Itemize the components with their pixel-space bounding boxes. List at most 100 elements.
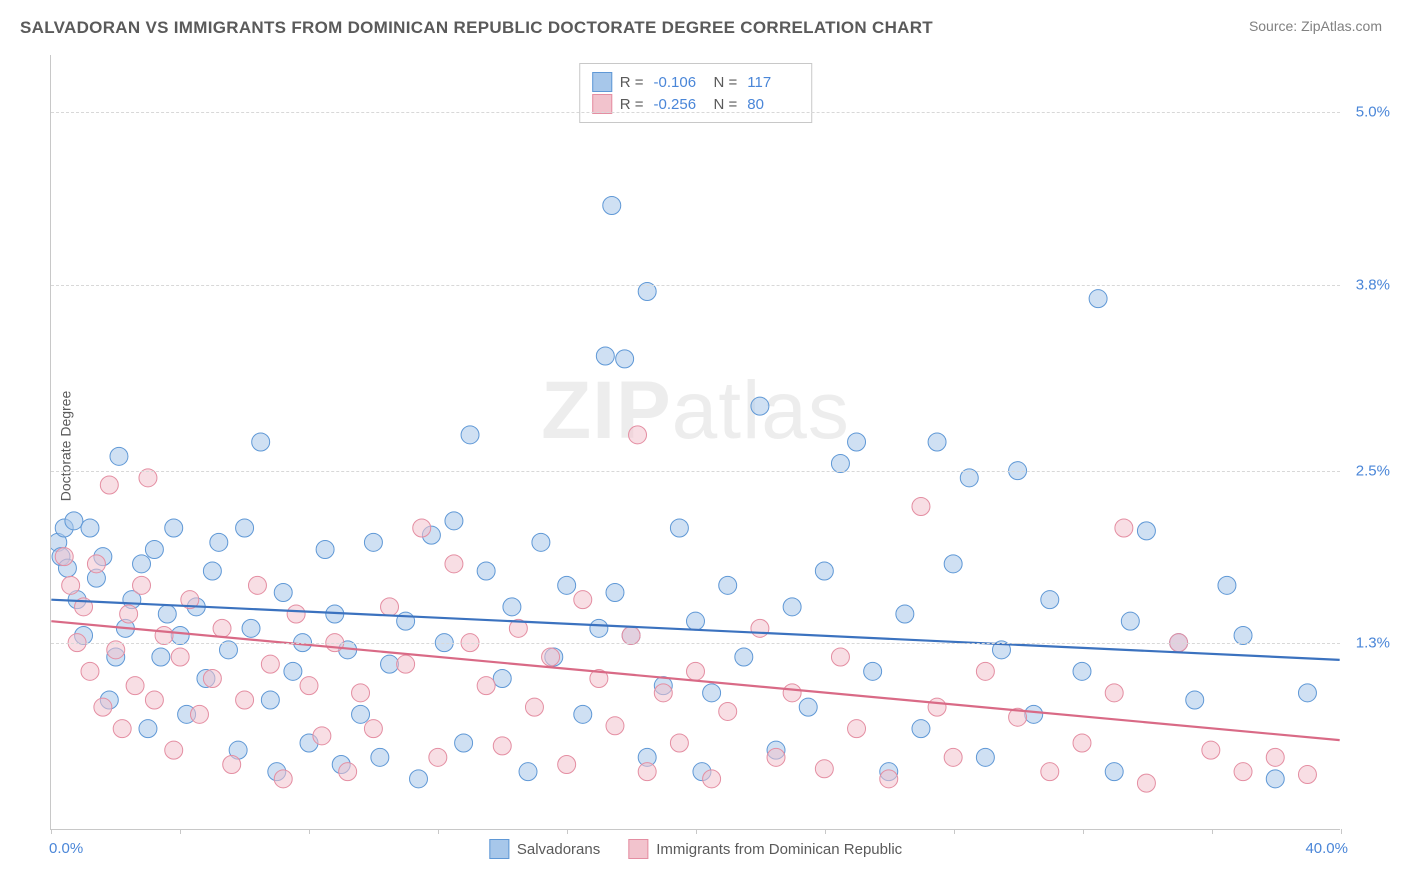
chart-container: SALVADORAN VS IMMIGRANTS FROM DOMINICAN … bbox=[0, 0, 1406, 892]
x-tick bbox=[954, 829, 955, 834]
scatter-point bbox=[545, 648, 563, 666]
scatter-point bbox=[113, 720, 131, 738]
legend-label-1: Immigrants from Dominican Republic bbox=[656, 841, 902, 858]
scatter-point bbox=[767, 741, 785, 759]
scatter-point bbox=[783, 684, 801, 702]
scatter-point bbox=[381, 655, 399, 673]
scatter-point bbox=[880, 770, 898, 788]
scatter-point bbox=[848, 433, 866, 451]
scatter-point bbox=[1137, 522, 1155, 540]
scatter-point bbox=[268, 763, 286, 781]
legend-label-0: Salvadorans bbox=[517, 841, 600, 858]
scatter-point bbox=[1089, 290, 1107, 308]
swatch-series-1 bbox=[592, 94, 612, 114]
scatter-point bbox=[1041, 591, 1059, 609]
scatter-point bbox=[274, 770, 292, 788]
x-tick-max: 40.0% bbox=[1305, 840, 1348, 857]
scatter-point bbox=[81, 519, 99, 537]
scatter-point bbox=[145, 691, 163, 709]
scatter-point bbox=[165, 741, 183, 759]
scatter-point bbox=[120, 605, 138, 623]
scatter-point bbox=[519, 763, 537, 781]
scatter-point bbox=[503, 598, 521, 616]
scatter-point bbox=[603, 197, 621, 215]
scatter-point bbox=[229, 741, 247, 759]
legend-row-series-1: R = -0.256 N = 80 bbox=[592, 94, 800, 114]
scatter-point bbox=[152, 648, 170, 666]
scatter-point bbox=[654, 684, 672, 702]
scatter-point bbox=[332, 756, 350, 774]
scatter-point bbox=[693, 763, 711, 781]
y-tick-label: 5.0% bbox=[1344, 104, 1390, 121]
scatter-point bbox=[352, 705, 370, 723]
scatter-point bbox=[313, 727, 331, 745]
scatter-point bbox=[461, 426, 479, 444]
scatter-point bbox=[1115, 519, 1133, 537]
chart-source: Source: ZipAtlas.com bbox=[1249, 18, 1382, 34]
scatter-point bbox=[236, 691, 254, 709]
scatter-point bbox=[165, 519, 183, 537]
scatter-point bbox=[1298, 766, 1316, 784]
r-label: R = bbox=[620, 96, 644, 113]
scatter-point bbox=[203, 562, 221, 580]
scatter-point bbox=[210, 533, 228, 551]
watermark-bold: ZIP bbox=[541, 365, 672, 456]
scatter-point bbox=[616, 350, 634, 368]
scatter-point bbox=[242, 619, 260, 637]
scatter-point bbox=[116, 619, 134, 637]
scatter-point bbox=[654, 677, 672, 695]
r-value-1: -0.256 bbox=[654, 96, 706, 113]
scatter-point bbox=[1025, 705, 1043, 723]
scatter-point bbox=[422, 526, 440, 544]
scatter-point bbox=[751, 397, 769, 415]
x-tick bbox=[180, 829, 181, 834]
n-value-0: 117 bbox=[747, 74, 799, 91]
scatter-point bbox=[1121, 612, 1139, 630]
scatter-point bbox=[381, 598, 399, 616]
scatter-point bbox=[590, 619, 608, 637]
scatter-point bbox=[831, 648, 849, 666]
scatter-point bbox=[912, 498, 930, 516]
scatter-point bbox=[75, 627, 93, 645]
scatter-point bbox=[574, 591, 592, 609]
scatter-point bbox=[880, 763, 898, 781]
scatter-point bbox=[532, 533, 550, 551]
swatch-series-0-bottom bbox=[489, 839, 509, 859]
scatter-svg bbox=[51, 55, 1340, 829]
x-tick bbox=[567, 829, 568, 834]
scatter-point bbox=[622, 627, 640, 645]
gridline bbox=[51, 643, 1340, 644]
scatter-point bbox=[542, 648, 560, 666]
scatter-point bbox=[133, 555, 151, 573]
scatter-point bbox=[187, 598, 205, 616]
r-label: R = bbox=[620, 74, 644, 91]
scatter-point bbox=[1009, 708, 1027, 726]
scatter-point bbox=[1266, 770, 1284, 788]
scatter-point bbox=[1137, 774, 1155, 792]
y-tick-label: 3.8% bbox=[1344, 276, 1390, 293]
scatter-point bbox=[100, 691, 118, 709]
scatter-point bbox=[352, 684, 370, 702]
scatter-point bbox=[703, 770, 721, 788]
scatter-point bbox=[145, 541, 163, 559]
scatter-point bbox=[429, 748, 447, 766]
scatter-point bbox=[51, 533, 67, 551]
scatter-point bbox=[178, 705, 196, 723]
scatter-point bbox=[261, 655, 279, 673]
scatter-point bbox=[94, 698, 112, 716]
legend-row-series-0: R = -0.106 N = 117 bbox=[592, 72, 800, 92]
scatter-point bbox=[831, 455, 849, 473]
x-tick bbox=[1083, 829, 1084, 834]
scatter-point bbox=[316, 541, 334, 559]
scatter-point bbox=[364, 720, 382, 738]
gridline bbox=[51, 471, 1340, 472]
x-tick bbox=[438, 829, 439, 834]
scatter-point bbox=[62, 576, 80, 594]
scatter-point bbox=[126, 677, 144, 695]
scatter-point bbox=[284, 662, 302, 680]
scatter-point bbox=[110, 447, 128, 465]
watermark: ZIPatlas bbox=[541, 364, 850, 458]
scatter-point bbox=[1234, 627, 1252, 645]
y-tick-label: 2.5% bbox=[1344, 463, 1390, 480]
scatter-point bbox=[371, 748, 389, 766]
